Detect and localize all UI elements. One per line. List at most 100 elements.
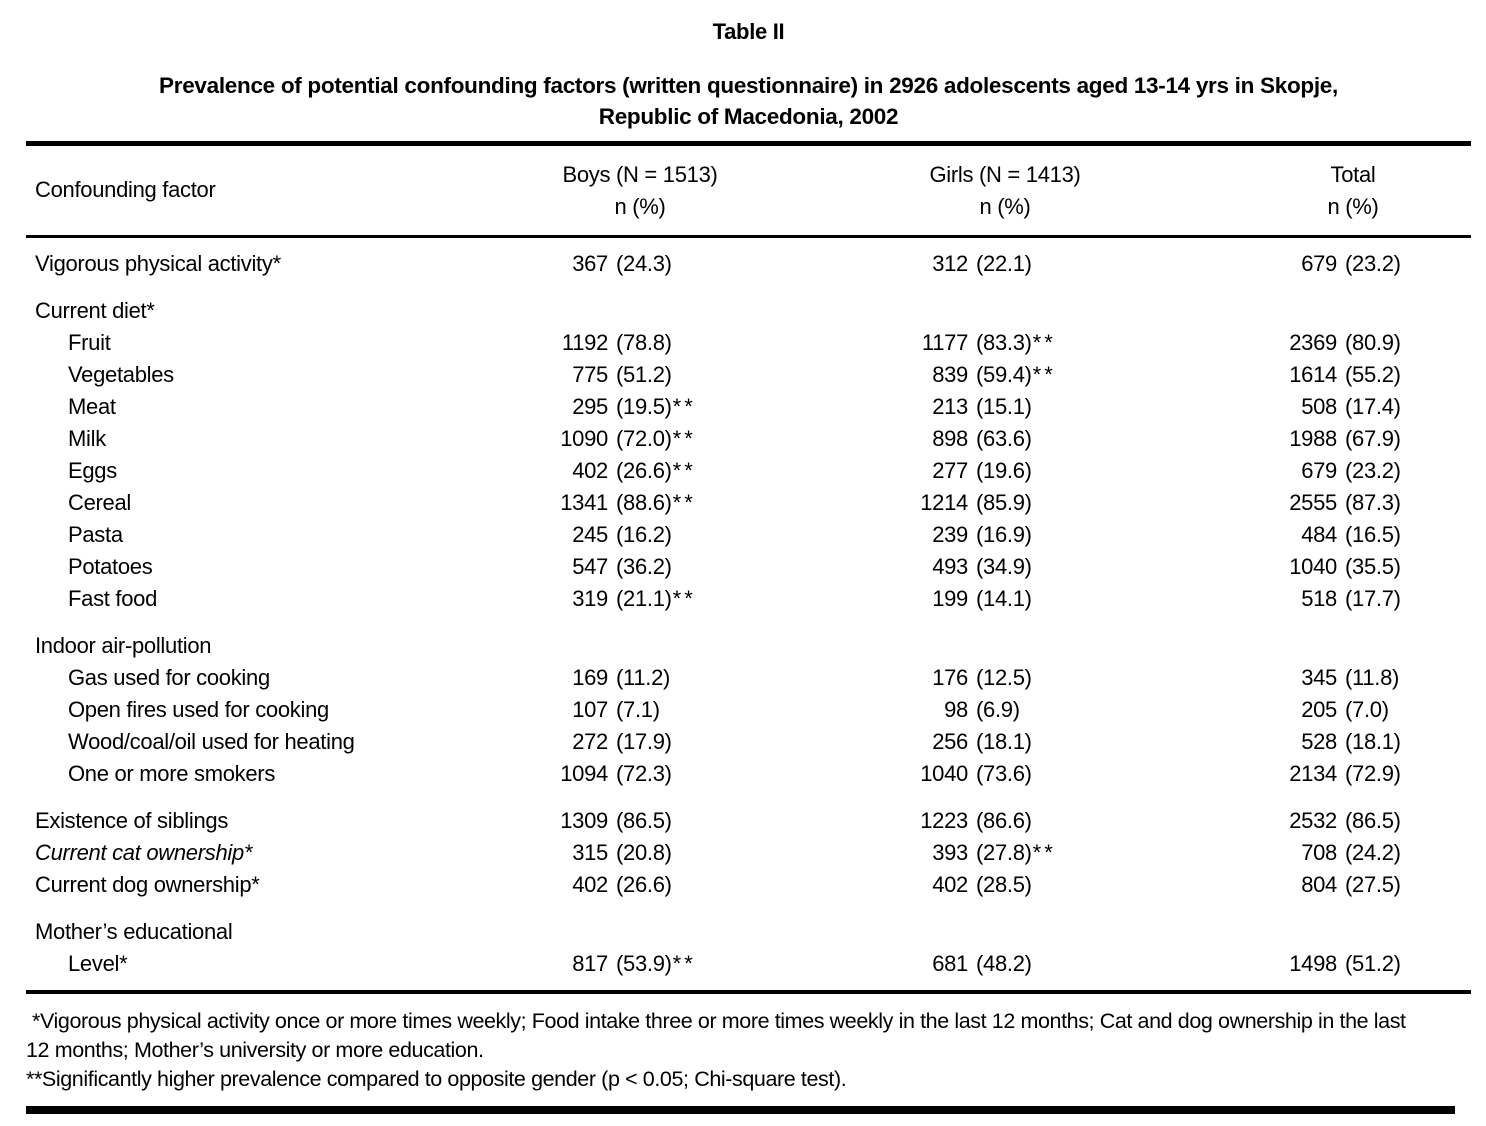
boys-pct-value: (19.5) bbox=[616, 394, 672, 419]
boys-pct-value: (53.9) bbox=[616, 951, 672, 976]
total-n: 205 bbox=[1301, 697, 1337, 722]
boys-pct-value: (11.2) bbox=[616, 665, 671, 690]
girls-pct: (85.9) bbox=[968, 487, 1117, 519]
total-n: 1498 bbox=[1289, 951, 1337, 976]
boys-n: 1094 bbox=[560, 761, 608, 786]
boys-n: 402 bbox=[572, 458, 608, 483]
row-label: Gas used for cooking bbox=[68, 665, 270, 690]
boys-significance-mark: ** bbox=[672, 458, 696, 483]
table-row: Fruit 1192 (78.8) 1177 (83.3)** 2369 (80… bbox=[26, 327, 1471, 359]
boys-pct: (24.3) bbox=[608, 248, 768, 280]
row-label: Potatoes bbox=[68, 554, 153, 579]
girls-pct-value: (83.3) bbox=[976, 330, 1032, 355]
girls-n: 1177 bbox=[921, 330, 968, 355]
girls-n: 256 bbox=[932, 729, 968, 754]
girls-pct: (6.9) bbox=[968, 694, 1117, 726]
girls-n: 402 bbox=[932, 872, 968, 897]
header-rule bbox=[26, 235, 1471, 238]
girls-pct: (18.1) bbox=[968, 726, 1117, 758]
total-n: 2369 bbox=[1289, 330, 1337, 355]
total-pct-value: (51.2) bbox=[1345, 951, 1401, 976]
total-n: 1988 bbox=[1289, 426, 1337, 451]
total-pct: (7.0) bbox=[1337, 694, 1471, 726]
total-pct bbox=[1337, 295, 1471, 327]
total-pct bbox=[1337, 630, 1471, 662]
table-row: Gas used for cooking 169 (11.2) 176 (12.… bbox=[26, 662, 1471, 694]
group-header-row: Indoor air-pollution bbox=[26, 630, 1471, 662]
boys-pct: (88.6)** bbox=[608, 487, 768, 519]
column-header-total-sub: n (%) bbox=[1327, 194, 1379, 219]
girls-pct: (22.1) bbox=[968, 248, 1117, 280]
boys-pct-value: (78.8) bbox=[616, 330, 672, 355]
table-row: Potatoes 547 (36.2) 493 (34.9) 1040 (35.… bbox=[26, 551, 1471, 583]
row-label: Level* bbox=[68, 951, 128, 976]
boys-pct-value: (72.0) bbox=[616, 426, 672, 451]
girls-pct: (86.6) bbox=[968, 805, 1117, 837]
total-pct-value: (87.3) bbox=[1345, 490, 1401, 515]
boys-significance-mark: ** bbox=[672, 586, 696, 611]
row-label: Milk bbox=[68, 426, 106, 451]
total-pct-value: (7.0) bbox=[1345, 697, 1389, 722]
boys-pct: (17.9) bbox=[608, 726, 768, 758]
row-label: Current cat ownership* bbox=[35, 840, 253, 865]
girls-n: 239 bbox=[932, 522, 968, 547]
total-n bbox=[1117, 295, 1337, 327]
girls-pct-value: (48.2) bbox=[976, 951, 1032, 976]
boys-n: 1341 bbox=[560, 490, 608, 515]
boys-n: 245 bbox=[572, 522, 608, 547]
girls-significance-mark: ** bbox=[1032, 362, 1056, 387]
total-n: 528 bbox=[1301, 729, 1337, 754]
total-pct-value: (18.1) bbox=[1345, 729, 1401, 754]
girls-pct-value: (34.9) bbox=[976, 554, 1032, 579]
girls-pct: (73.6) bbox=[968, 758, 1117, 790]
footnote-asterisk-line2: 12 months; Mother’s university or more e… bbox=[26, 1037, 484, 1062]
boys-pct: (36.2) bbox=[608, 551, 768, 583]
girls-pct-value: (22.1) bbox=[976, 251, 1032, 276]
row-label: Fast food bbox=[68, 586, 158, 611]
girls-pct-value: (15.1) bbox=[976, 394, 1032, 419]
table-row: Vegetables 775 (51.2) 839 (59.4)** 1614 … bbox=[26, 359, 1471, 391]
girls-pct-value: (16.9) bbox=[976, 522, 1032, 547]
total-pct-value: (80.9) bbox=[1345, 330, 1401, 355]
girls-pct: (15.1) bbox=[968, 391, 1117, 423]
total-pct bbox=[1337, 916, 1471, 948]
total-pct-value: (35.5) bbox=[1345, 554, 1401, 579]
boys-pct: (16.2) bbox=[608, 519, 768, 551]
total-pct-value: (23.2) bbox=[1345, 251, 1401, 276]
girls-pct bbox=[968, 916, 1117, 948]
boys-n: 547 bbox=[572, 554, 608, 579]
total-pct: (16.5) bbox=[1337, 519, 1471, 551]
girls-pct bbox=[968, 295, 1117, 327]
girls-pct: (19.6) bbox=[968, 455, 1117, 487]
boys-n bbox=[446, 630, 608, 662]
total-n: 484 bbox=[1301, 522, 1337, 547]
table-row: Current dog ownership* 402 (26.6) 402 (2… bbox=[26, 869, 1471, 901]
girls-n: 176 bbox=[932, 665, 968, 690]
row-label: Meat bbox=[68, 394, 116, 419]
column-header-boys-sub: n (%) bbox=[614, 194, 666, 219]
total-pct: (11.8) bbox=[1337, 662, 1471, 694]
table-content: Table II Prevalence of potential confoun… bbox=[26, 20, 1471, 1114]
total-pct-value: (67.9) bbox=[1345, 426, 1401, 451]
column-header-factor: Confounding factor bbox=[35, 177, 216, 202]
girls-n: 493 bbox=[932, 554, 968, 579]
row-label: One or more smokers bbox=[68, 761, 276, 786]
girls-n bbox=[768, 630, 968, 662]
boys-pct: (11.2) bbox=[608, 662, 768, 694]
boys-n: 817 bbox=[572, 951, 608, 976]
boys-significance-mark: ** bbox=[672, 490, 696, 515]
boys-n: 272 bbox=[572, 729, 608, 754]
boys-pct-value: (20.8) bbox=[616, 840, 672, 865]
boys-pct-value: (72.3) bbox=[616, 761, 672, 786]
girls-pct-value: (85.9) bbox=[976, 490, 1032, 515]
girls-pct-value: (73.6) bbox=[976, 761, 1032, 786]
girls-pct-value: (63.6) bbox=[976, 426, 1032, 451]
total-pct: (35.5) bbox=[1337, 551, 1471, 583]
total-pct: (72.9) bbox=[1337, 758, 1471, 790]
boys-pct: (26.6)** bbox=[608, 455, 768, 487]
girls-n: 277 bbox=[932, 458, 968, 483]
girls-n: 681 bbox=[932, 951, 968, 976]
row-label: Current dog ownership* bbox=[35, 872, 260, 897]
girls-pct-value: (14.1) bbox=[976, 586, 1032, 611]
girls-n: 1223 bbox=[920, 808, 968, 833]
